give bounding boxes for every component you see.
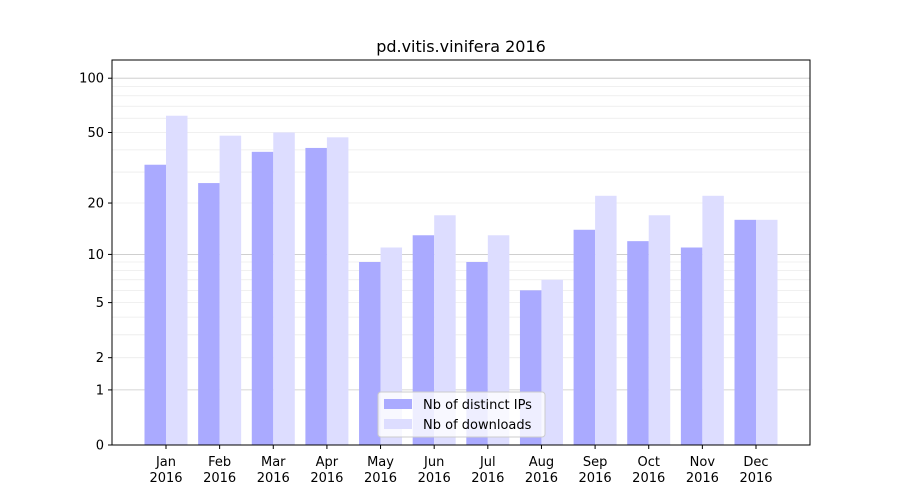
- x-tick-label: Mar 2016: [257, 455, 290, 486]
- bar-downloads: [219, 135, 242, 445]
- bar-downloads: [756, 219, 778, 445]
- bar-downloads: [166, 115, 188, 446]
- legend-label: Nb of distinct IPs: [423, 398, 532, 413]
- bar-downloads: [326, 137, 349, 445]
- legend-label: Nb of downloads: [423, 418, 532, 433]
- x-tick-label: Dec 2016: [739, 455, 772, 486]
- bar-ips: [251, 151, 274, 445]
- y-tick-label: 50: [87, 126, 104, 141]
- bar-downloads: [273, 132, 295, 446]
- bar-downloads: [702, 195, 724, 445]
- x-tick-label: Sep 2016: [579, 455, 612, 486]
- x-tick-label: Jun 2016: [418, 455, 451, 486]
- bar-downloads: [648, 215, 671, 445]
- bar-ips: [359, 262, 381, 445]
- x-tick-label: Jan 2016: [149, 455, 182, 486]
- x-tick-label: Feb 2016: [203, 455, 236, 486]
- bar-ips: [198, 183, 220, 445]
- y-tick-label: 1: [96, 383, 104, 398]
- plot-frame: [111, 59, 811, 446]
- bar-ips: [573, 229, 596, 445]
- x-tick-label: Nov 2016: [686, 455, 719, 486]
- x-tick-label: Aug 2016: [525, 455, 558, 486]
- legend-swatch: [384, 419, 412, 429]
- bar-downloads: [595, 195, 617, 445]
- bar-ips: [680, 247, 703, 445]
- bar-ips: [144, 164, 166, 445]
- y-tick-label: 10: [87, 248, 104, 263]
- bar-ips: [734, 219, 756, 445]
- y-tick-label: 2: [96, 351, 104, 366]
- legend-box: [377, 391, 546, 438]
- x-tick-label: Oct 2016: [632, 455, 665, 486]
- legend-swatch: [384, 399, 412, 409]
- x-tick-label: May 2016: [364, 455, 397, 486]
- bar-ips: [627, 241, 649, 445]
- y-tick-label: 20: [87, 197, 104, 212]
- bar-downloads: [541, 279, 563, 445]
- x-tick-label: Apr 2016: [310, 455, 343, 486]
- y-tick-label: 0: [96, 439, 104, 454]
- x-tick-label: Jul 2016: [471, 455, 504, 486]
- y-tick-label: 5: [96, 296, 104, 311]
- chart-title: pd.vitis.vinifera 2016: [376, 37, 546, 56]
- y-tick-label: 100: [79, 72, 104, 87]
- bar-ips: [305, 147, 327, 445]
- bar-downloads: [434, 215, 456, 445]
- legend: Nb of distinct IPs Nb of downloads: [377, 391, 546, 438]
